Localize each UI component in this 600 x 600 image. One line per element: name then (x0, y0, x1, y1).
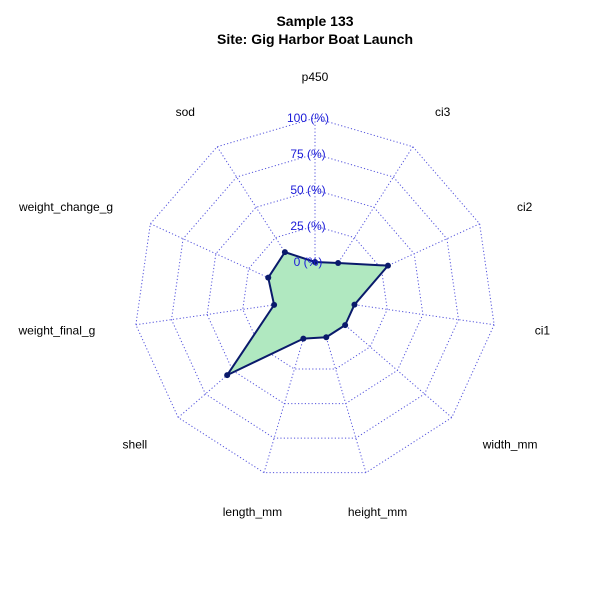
data-point-shell (224, 372, 231, 379)
axis-label-ci2: ci2 (517, 200, 533, 214)
data-series (224, 249, 391, 379)
axis-label-weight_final_g: weight_final_g (18, 324, 96, 338)
grid-spoke-5 (324, 334, 367, 473)
tick-label-2: 50 (%) (290, 183, 325, 197)
data-point-p450 (312, 259, 318, 265)
tick-label-1: 25 (%) (290, 219, 325, 233)
grid-spoke-10 (216, 146, 296, 269)
tick-label-0: 0 (%) (294, 255, 323, 269)
grid-spoke-6 (263, 334, 306, 473)
grid-spoke-4 (342, 322, 453, 418)
data-point-height_mm (323, 334, 330, 341)
axis-label-width_mm: width_mm (482, 437, 538, 451)
axis-label-weight_change_g: weight_change_g (18, 200, 113, 214)
grid-ring-3 (170, 153, 460, 439)
grid-spoke-9 (150, 223, 282, 285)
axis-label-ci3: ci3 (435, 105, 451, 119)
axis-label-p450: p450 (302, 70, 329, 84)
data-point-ci2 (384, 262, 391, 269)
data-point-length_mm (300, 335, 307, 342)
series-area (226, 251, 389, 377)
tick-labels: 0 (%) 25 (%) 50 (%) 75 (%) 100 (%) (287, 111, 329, 269)
grid-spoke-8 (135, 303, 279, 326)
data-point-sod (281, 249, 288, 256)
data-point-weight_final_g (271, 301, 278, 308)
axis-label-sod: sod (176, 105, 195, 119)
grid-ring-1 (242, 225, 388, 370)
axis-label-height_mm: height_mm (348, 505, 407, 519)
chart-subtitle: Site: Gig Harbor Boat Launch (217, 31, 413, 47)
data-point-weight_change_g (265, 274, 272, 281)
data-point-width_mm (342, 322, 349, 329)
data-point-ci3 (335, 260, 342, 267)
axis-label-length_mm: length_mm (223, 505, 282, 519)
axis-labels: p450 ci3 ci2 ci1 width_mm height_mm length_mm s… (18, 70, 551, 519)
tick-label-3: 75 (%) (290, 147, 325, 161)
axis-label-ci1: ci1 (535, 324, 551, 338)
chart-title: Sample 133 (276, 13, 353, 29)
grid-spoke-3 (351, 303, 495, 326)
data-point-ci1 (351, 301, 358, 308)
axis-label-shell: shell (123, 437, 148, 451)
grid-ring-2 (206, 189, 424, 405)
grid-spoke-1 (334, 146, 414, 269)
tick-label-4: 100 (%) (287, 111, 329, 125)
